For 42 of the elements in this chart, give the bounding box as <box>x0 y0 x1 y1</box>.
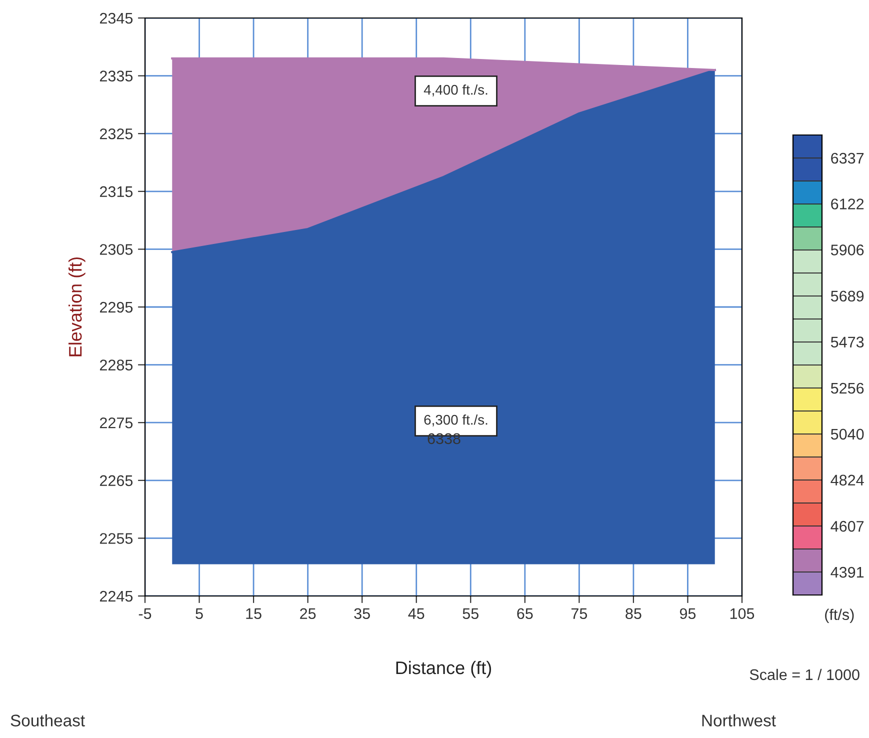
color-bar-label: 4607 <box>830 520 864 532</box>
x-tick-label: 75 <box>571 608 588 620</box>
x-tick-label: 105 <box>730 608 754 620</box>
color-bar-label: 5689 <box>830 290 864 302</box>
x-tick-label: 15 <box>246 608 262 620</box>
color-bar-label: 6337 <box>831 152 864 164</box>
color-bar-label: 5473 <box>830 336 864 348</box>
y-tick-label: 2315 <box>100 186 133 198</box>
text: Southeast <box>10 714 85 726</box>
y-tick-label: 2335 <box>100 70 133 82</box>
color-bar-label: 5906 <box>830 244 864 256</box>
color-bar-label: 5040 <box>830 428 864 440</box>
y-tick-label: 2245 <box>100 590 133 602</box>
color-bar-label: 4824 <box>830 474 864 486</box>
x-tick-label: 85 <box>626 608 642 620</box>
y-tick-label: 2285 <box>100 360 133 370</box>
color-bar-label: 5256 <box>830 382 864 394</box>
x-tick-label: 95 <box>680 608 696 620</box>
color-bar-label: 4391 <box>830 566 864 578</box>
x-tick-label: 25 <box>300 608 316 620</box>
x-tick-label: 65 <box>517 608 533 620</box>
x-tick-label: 35 <box>354 608 370 620</box>
y-tick-label: 2345 <box>100 12 133 24</box>
annotation: 6,300 ft./s. <box>424 414 488 426</box>
y-tick-label: 2265 <box>100 475 133 486</box>
annotation: 6338 <box>428 433 460 444</box>
color-bar-label: 6122 <box>831 198 864 210</box>
x-tick-label: 45 <box>408 608 424 620</box>
x-tick-label: 55 <box>462 608 478 620</box>
text: Scale = 1 / 1000 <box>750 668 860 680</box>
annotation: 4,400 ft./s. <box>424 84 488 96</box>
text: Northwest <box>702 714 776 726</box>
color-bar-title: (ft/s) <box>825 608 854 624</box>
y-tick-label: 2325 <box>100 128 133 140</box>
x-axis-title: Distance (ft) <box>396 660 492 678</box>
y-tick-label: 2295 <box>100 302 133 313</box>
y-tick-label: 2255 <box>100 533 133 544</box>
y-tick-label: 2275 <box>100 417 133 428</box>
x-tick-label: 5 <box>196 608 203 620</box>
y-tick-label: 2305 <box>100 244 133 255</box>
y-axis-title: Elevation (ft) <box>68 257 86 356</box>
x-tick-label: -5 <box>138 608 152 620</box>
